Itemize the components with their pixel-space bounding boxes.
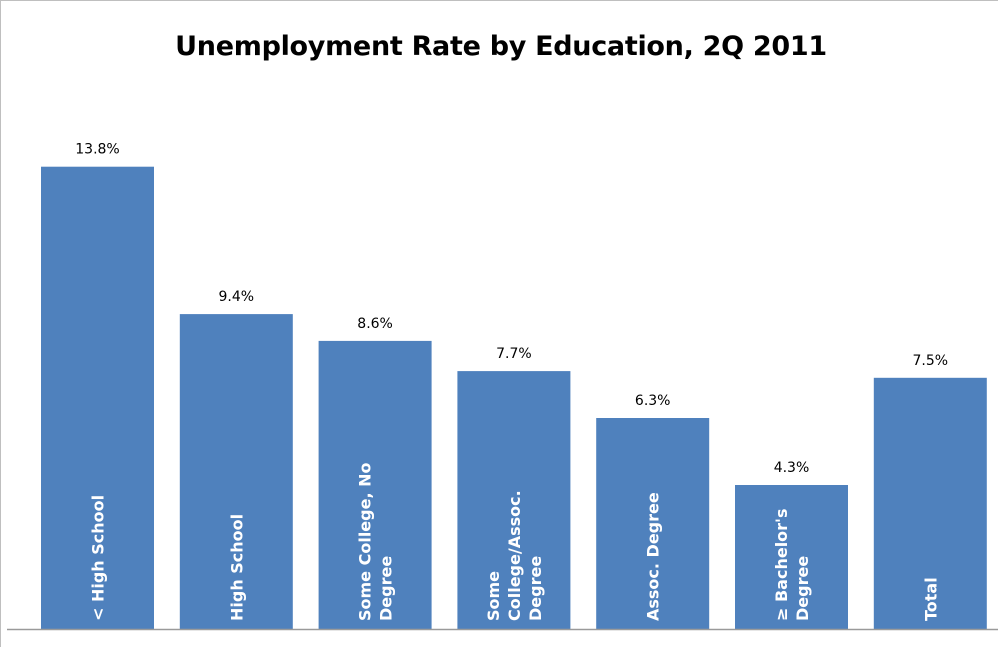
data-label-4: 6.3% bbox=[635, 393, 671, 409]
category-label-4-line-0: Assoc. Degree bbox=[644, 492, 663, 621]
data-label-6: 7.5% bbox=[913, 353, 949, 369]
category-label-0: < High School bbox=[89, 495, 108, 621]
category-label-6: Total bbox=[921, 577, 940, 621]
category-label-1-line-0: High School bbox=[227, 514, 246, 621]
category-label-3-line-2: Degree bbox=[526, 556, 545, 621]
category-label-1: High School bbox=[227, 514, 246, 621]
data-label-2: 8.6% bbox=[357, 316, 393, 332]
bar-6 bbox=[873, 377, 987, 630]
category-label-2-line-0: Some College, No bbox=[356, 462, 375, 621]
bar-1 bbox=[179, 314, 293, 629]
bar-0 bbox=[41, 166, 154, 629]
category-label-2-line-1: Degree bbox=[377, 556, 396, 621]
labels-layer: 13.8% < High School 9.4% High School 8.6% Som… bbox=[75, 142, 948, 621]
data-label-1: 9.4% bbox=[219, 289, 255, 305]
category-label-0-line-0: < High School bbox=[89, 495, 108, 621]
category-label-3-line-1: College/Assoc. bbox=[505, 490, 524, 621]
data-label-0: 13.8% bbox=[75, 142, 119, 158]
data-label-3: 7.7% bbox=[496, 346, 532, 362]
category-label-4: Assoc. Degree bbox=[644, 492, 663, 621]
category-label-3: Some College/Assoc. Degree bbox=[484, 490, 545, 621]
category-label-5-line-1: Degree bbox=[793, 556, 812, 621]
category-label-2: Some College, No Degree bbox=[356, 462, 396, 621]
category-label-5-line-0: ≥ Bachelor's bbox=[772, 509, 791, 621]
category-label-6-line-0: Total bbox=[921, 577, 940, 621]
bars-layer bbox=[41, 166, 987, 630]
category-label-3-line-0: Some bbox=[484, 571, 503, 621]
category-label-5: ≥ Bachelor's Degree bbox=[772, 509, 812, 621]
data-label-5: 4.3% bbox=[774, 460, 810, 476]
bar-5 bbox=[735, 485, 848, 629]
bar-4 bbox=[596, 418, 710, 629]
bar-2 bbox=[318, 340, 432, 629]
bar-3 bbox=[457, 371, 571, 629]
chart-title: Unemployment Rate by Education, 2Q 2011 bbox=[175, 31, 827, 62]
